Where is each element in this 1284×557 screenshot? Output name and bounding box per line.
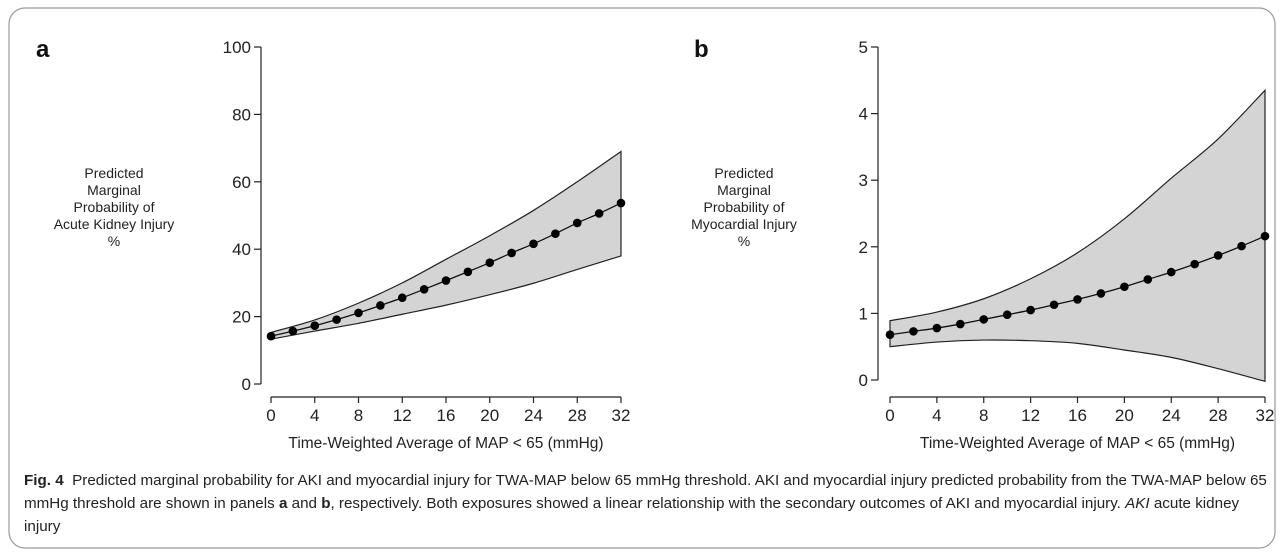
- y-tick-label: 60: [232, 173, 251, 192]
- data-point: [1049, 300, 1059, 310]
- x-tick-label: 16: [437, 406, 456, 425]
- data-point: [1002, 310, 1012, 320]
- y-tick-label: 5: [859, 38, 868, 57]
- y-tick-label: 100: [223, 38, 251, 57]
- data-point: [1096, 289, 1106, 298]
- data-point: [616, 198, 626, 208]
- data-point: [463, 267, 473, 277]
- x-tick-label: 32: [612, 406, 631, 425]
- data-point: [354, 308, 363, 318]
- data-point: [332, 315, 341, 324]
- data-point: [1120, 282, 1129, 292]
- x-tick-label: 8: [979, 406, 988, 425]
- data-point: [376, 301, 385, 310]
- x-tick-label: 28: [568, 406, 587, 425]
- data-point: [1190, 259, 1199, 269]
- caption-text-4: acute kidney injury: [24, 495, 1240, 535]
- y-axis-title-line: Predicted: [84, 165, 143, 181]
- data-point: [419, 285, 429, 294]
- data-point: [572, 218, 582, 228]
- data-point: [266, 331, 276, 341]
- y-tick-label: 20: [232, 308, 251, 327]
- y-axis-title-line: Acute Kidney Injury: [54, 216, 175, 232]
- data-point: [1213, 251, 1223, 260]
- y-tick-label: 80: [232, 105, 251, 124]
- y-axis-title-line: Probability of: [704, 199, 785, 215]
- figure-caption: Fig. 4 Predicted marginal probability fo…: [24, 469, 1269, 538]
- data-point: [956, 319, 965, 329]
- x-axis-title: Time-Weighted Average of MAP < 65 (mmHg): [288, 435, 603, 452]
- x-tick-label: 16: [1068, 406, 1087, 425]
- x-tick-label: 20: [480, 406, 499, 425]
- data-point: [1143, 275, 1153, 284]
- x-tick-label: 24: [1162, 406, 1181, 425]
- y-axis-title-line: %: [108, 233, 120, 249]
- x-tick-label: 12: [1021, 406, 1040, 425]
- y-axis-title-line: Predicted: [714, 165, 773, 181]
- caption-panel-a: a: [278, 495, 288, 512]
- panel-letter: a: [36, 36, 50, 63]
- data-point: [1237, 241, 1246, 251]
- data-point: [1026, 305, 1035, 315]
- y-tick-label: 4: [859, 105, 868, 124]
- y-tick-label: 0: [242, 375, 251, 394]
- x-tick-label: 28: [1209, 406, 1228, 425]
- x-tick-label: 20: [1115, 406, 1134, 425]
- y-axis-title-line: Probability of: [74, 199, 155, 215]
- figure-border: [8, 7, 1276, 549]
- caption-fig-label: Fig. 4: [24, 472, 64, 489]
- y-axis-title-line: Marginal: [717, 182, 771, 198]
- ci-band: [270, 150, 622, 340]
- y-axis-title-line: Marginal: [87, 182, 141, 198]
- data-point: [885, 330, 895, 340]
- data-point: [310, 321, 320, 331]
- panel-letter: b: [694, 36, 709, 63]
- data-point: [507, 248, 516, 258]
- x-tick-label: 12: [393, 406, 412, 425]
- x-tick-label: 0: [266, 406, 275, 425]
- x-axis-title: Time-Weighted Average of MAP < 65 (mmHg): [920, 435, 1235, 452]
- y-tick-label: 2: [859, 238, 868, 257]
- data-point: [594, 209, 604, 218]
- caption-text-2: and: [287, 495, 322, 512]
- x-tick-label: 4: [932, 406, 941, 425]
- data-point: [1073, 295, 1082, 304]
- data-point: [485, 258, 495, 267]
- data-point: [979, 315, 989, 324]
- data-point: [932, 323, 942, 333]
- caption-abbr: AKI: [1125, 495, 1150, 512]
- x-tick-label: 8: [354, 406, 363, 425]
- x-tick-label: 0: [885, 406, 894, 425]
- data-point: [529, 239, 538, 249]
- y-axis-title-line: %: [738, 233, 750, 249]
- panel-a: a 0 20 40 60 80 100 0 4 8 12 16 20 24 28 32 Time-Weighte…: [36, 36, 630, 452]
- x-tick-label: 32: [1256, 406, 1275, 425]
- ci-band: [889, 88, 1266, 383]
- data-point: [441, 276, 451, 285]
- y-tick-label: 1: [859, 304, 868, 323]
- data-point: [288, 326, 298, 336]
- caption-text-3: , respectively. Both exposures showed a …: [330, 495, 1126, 512]
- data-point: [1166, 267, 1176, 277]
- data-point: [909, 327, 918, 336]
- y-tick-label: 0: [859, 371, 868, 390]
- y-tick-label: 40: [232, 240, 251, 259]
- caption-text-1: Predicted marginal probability for AKI a…: [24, 472, 1267, 512]
- y-tick-label: 3: [859, 171, 868, 190]
- x-tick-label: 4: [310, 406, 319, 425]
- y-axis-title-line: Myocardial Injury: [691, 216, 797, 232]
- caption-panel-b: b: [321, 495, 331, 512]
- x-tick-label: 24: [524, 406, 543, 425]
- data-point: [1260, 231, 1270, 241]
- data-point: [551, 229, 560, 238]
- data-point: [397, 293, 407, 303]
